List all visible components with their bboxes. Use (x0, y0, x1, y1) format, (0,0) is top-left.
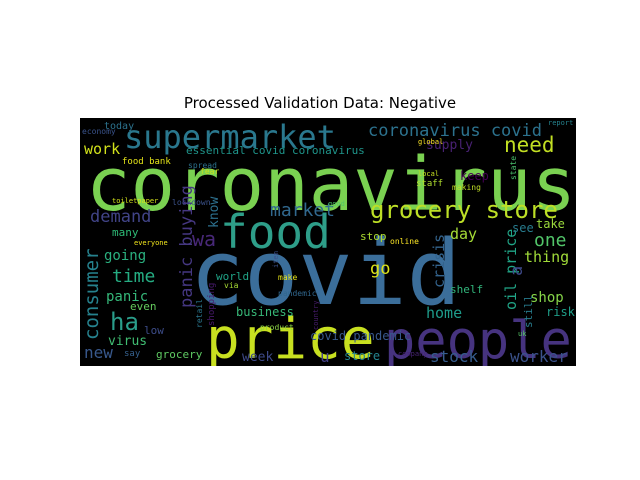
word-cloud-word: thing (524, 248, 569, 266)
word-cloud-word: consumer (81, 248, 103, 340)
word-cloud-word: essential covid coronavirus (186, 144, 365, 157)
chart-title: Processed Validation Data: Negative (183, 94, 457, 112)
word-cloud-word: toiletpaper (112, 197, 158, 205)
word-cloud-word: good (328, 200, 345, 208)
word-cloud-word: country (312, 300, 320, 330)
word-cloud-word: staff (416, 179, 443, 189)
word-cloud-word: u (320, 347, 330, 366)
word-cloud-word: making (452, 183, 481, 192)
word-cloud-word: product (260, 323, 294, 332)
word-cloud-word: new (84, 343, 113, 362)
word-cloud-word: covid pandemic (310, 329, 411, 343)
word-cloud-word: crisis (430, 234, 448, 288)
word-cloud-word: company (398, 350, 428, 358)
word-cloud-word: pandemic (278, 289, 317, 298)
word-cloud-word: covid (190, 221, 461, 326)
word-cloud-word: wa (192, 227, 216, 251)
word-cloud-word: grocery (156, 348, 203, 361)
word-cloud-word: low (144, 324, 164, 337)
word-cloud-word: going (104, 248, 146, 264)
word-cloud-word: item (272, 251, 280, 268)
word-cloud-word: day (450, 225, 477, 243)
word-cloud-word: time (112, 266, 155, 287)
word-cloud-word: take (536, 217, 565, 231)
word-cloud-word: stock (430, 347, 479, 366)
word-cloud-word: world (216, 270, 249, 283)
word-cloud-word: demand (90, 207, 151, 227)
word-cloud-word: coronavirus covid (368, 121, 542, 141)
word-cloud-word: one (534, 230, 567, 251)
word-cloud-word: panic buying (177, 185, 197, 308)
word-cloud-word: everyone (134, 239, 168, 247)
word-cloud-word: state (509, 156, 518, 180)
word-cloud-word: global (418, 138, 443, 146)
word-cloud-word: make (278, 273, 297, 282)
word-cloud-word: supermarket (124, 118, 336, 156)
word-cloud-word: shopping (207, 283, 217, 326)
word-cloud-word: via (224, 281, 239, 290)
word-cloud-word: work (84, 140, 120, 158)
word-cloud-word: panic (106, 289, 148, 305)
word-cloud-word: still (522, 295, 535, 328)
word-cloud-word: uk (518, 330, 527, 338)
word-cloud-word: risk (546, 305, 576, 319)
word-cloud-word: grocery store (370, 196, 558, 224)
word-cloud-word: retail (195, 299, 204, 328)
word-cloud-word: local (418, 170, 439, 178)
word-cloud-word: coronavirus (86, 142, 576, 228)
word-cloud-word: need (504, 133, 555, 157)
word-cloud-word: shop (530, 290, 564, 306)
word-cloud-word: know (207, 197, 222, 228)
word-cloud-word: economy (82, 127, 116, 136)
word-cloud-word: fear (200, 167, 219, 176)
word-cloud-word: oil price (502, 229, 520, 310)
word-cloud-word: week (242, 350, 273, 365)
word-cloud-word: worker (510, 347, 568, 366)
word-cloud-word: see (512, 221, 534, 235)
word-cloud-word: report (548, 119, 573, 127)
word-cloud-word: food (220, 205, 331, 259)
word-cloud-word: shelf (450, 283, 483, 296)
word-cloud-word: spread (188, 161, 217, 170)
word-cloud-word: food bank (122, 157, 171, 167)
word-cloud-word: virus (108, 334, 147, 349)
word-cloud-word: go (370, 259, 390, 279)
word-cloud-word: lockdown (172, 198, 211, 207)
word-cloud-word: even (130, 300, 157, 313)
word-cloud-word: supply (426, 138, 473, 153)
word-cloud-word: say (124, 349, 141, 359)
word-cloud-word: keep (460, 169, 489, 183)
word-cloud-word: price (206, 307, 375, 366)
word-cloud-word: home (426, 304, 462, 322)
word-cloud-word: ha (110, 308, 139, 336)
word-cloud-word: people (384, 311, 572, 366)
word-cloud-word: business (236, 305, 294, 319)
word-cloud-word: many (112, 226, 139, 239)
word-cloud-word: a (507, 266, 527, 276)
word-cloud-word: market (270, 200, 335, 221)
word-cloud-word: store (344, 349, 380, 363)
word-cloud-word: today (104, 121, 134, 132)
word-cloud: coronavirus covid price people supermarket fo… (80, 118, 576, 366)
word-cloud-word: online (390, 237, 419, 246)
word-cloud-word: stop (360, 230, 387, 243)
